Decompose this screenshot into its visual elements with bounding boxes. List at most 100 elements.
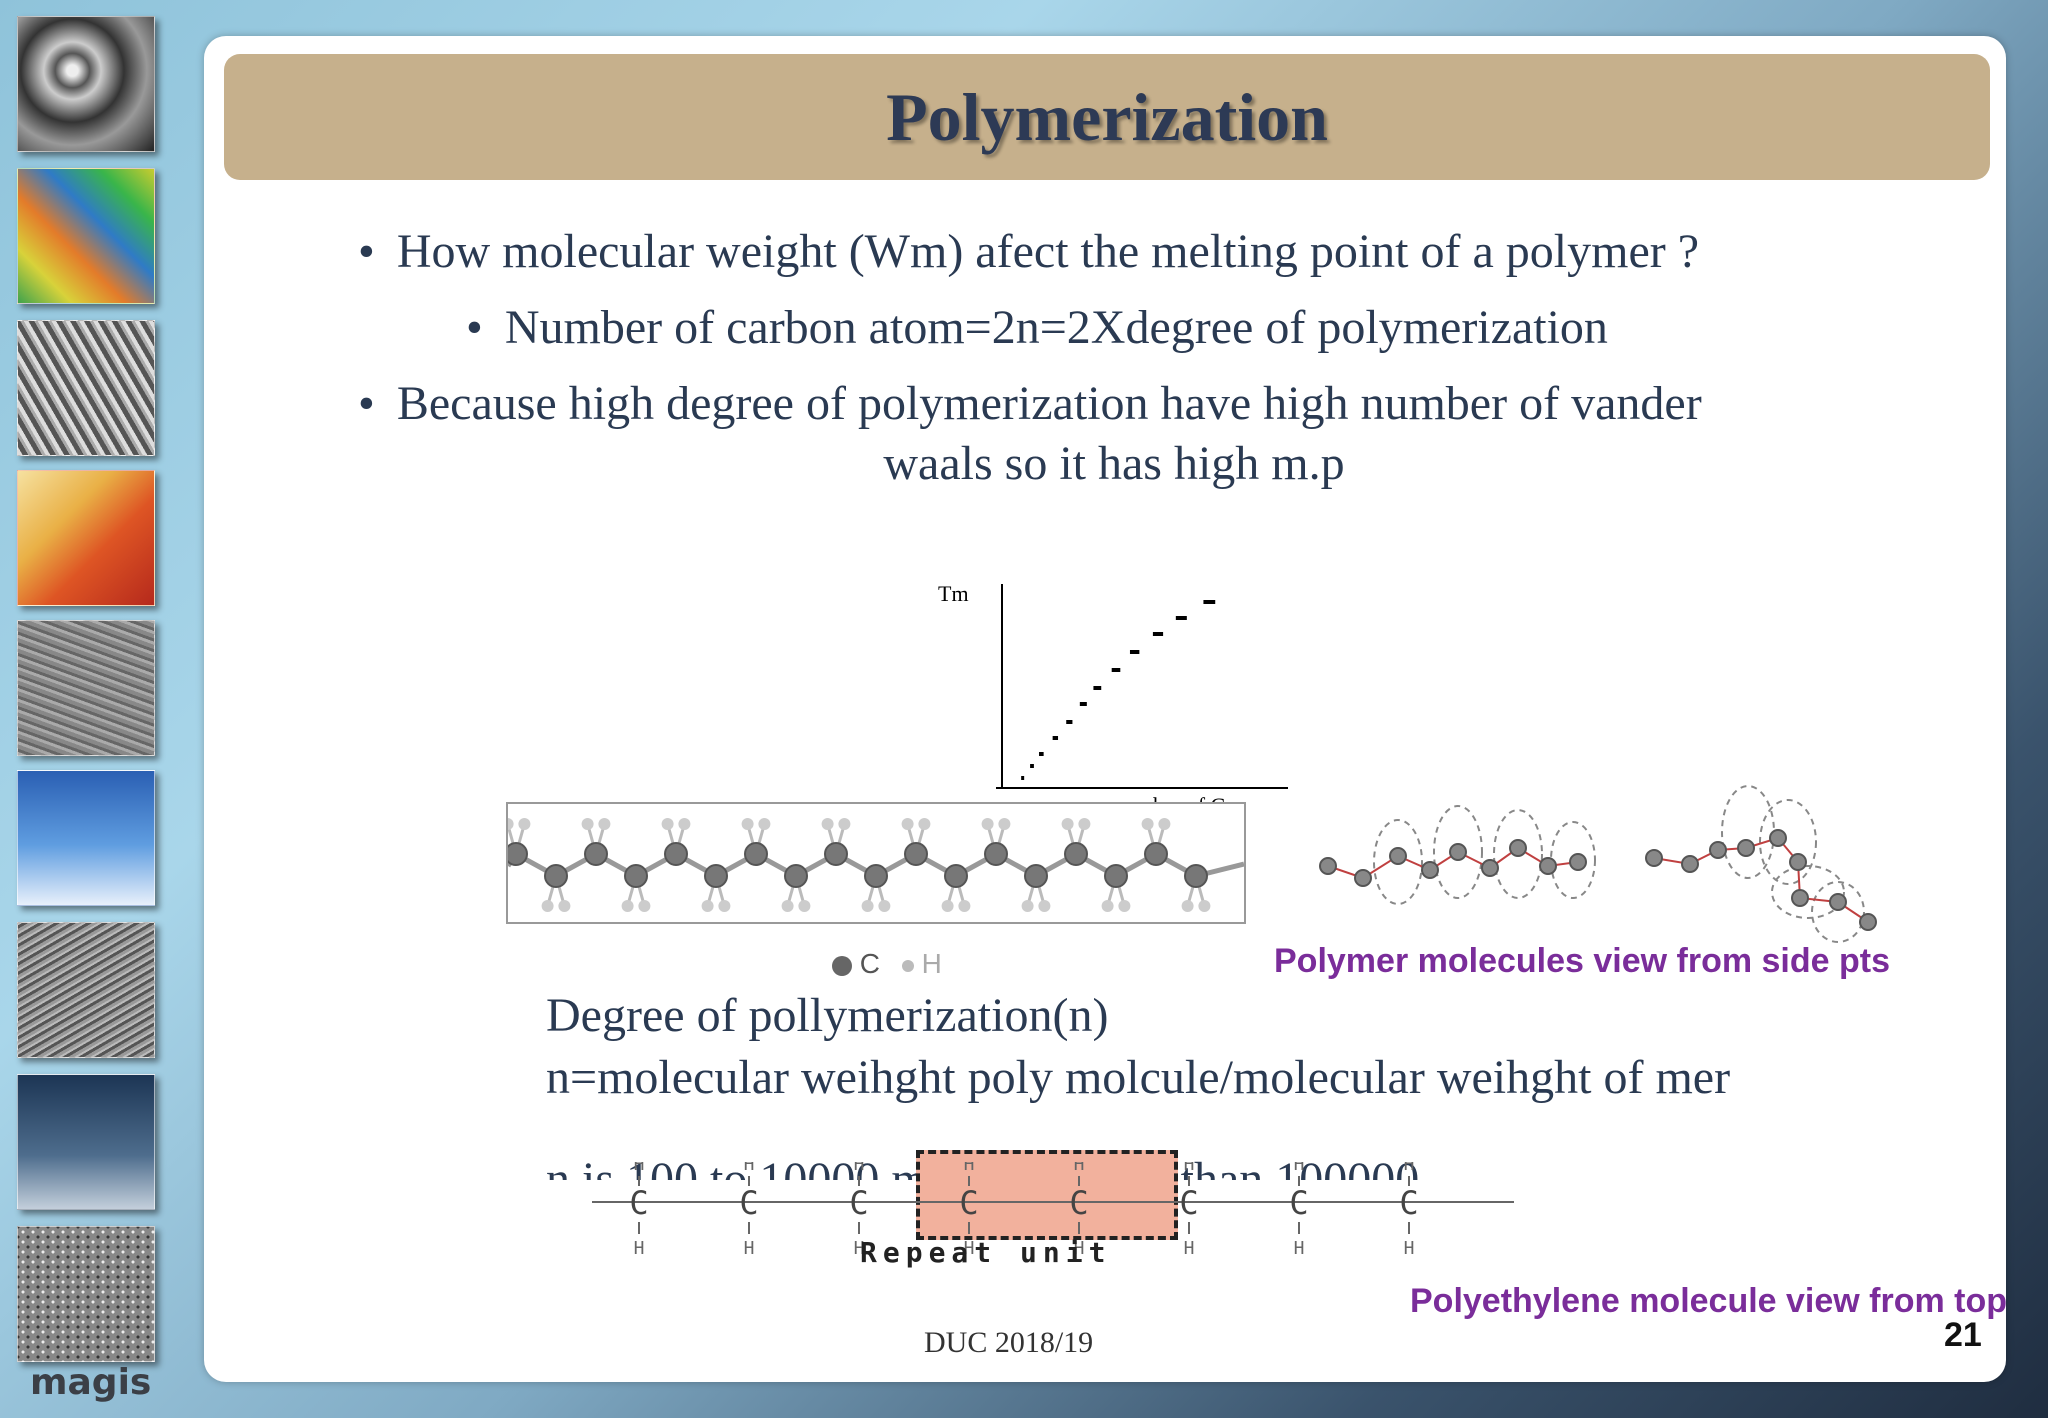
fibers-image — [17, 320, 155, 456]
surface-image — [17, 922, 155, 1058]
hydrogen-atom — [1078, 818, 1091, 830]
hydrogen-symbol: H — [744, 1162, 755, 1175]
repeat-unit-box — [916, 1150, 1178, 1240]
hydrogen-atom — [901, 818, 914, 830]
hydrogen-atom — [798, 900, 811, 912]
carbon-atom — [664, 842, 688, 866]
hydrogen-symbol: H — [1404, 1238, 1415, 1259]
hydrogen-symbol: H — [634, 1238, 645, 1259]
hydrogen-legend-icon — [901, 959, 914, 972]
hydrogen-atom — [1061, 818, 1074, 830]
scatter-points — [1021, 600, 1216, 780]
helix-view-1 — [1319, 805, 1596, 905]
hydrogen-symbol: H — [744, 1238, 755, 1259]
hydrogen-symbol: H — [964, 1162, 975, 1175]
carbon-atom — [744, 842, 768, 866]
scatter-point — [1111, 668, 1121, 672]
carbon-atom — [1144, 842, 1168, 866]
hydrogen-symbol: H — [1074, 1238, 1085, 1259]
carbon-atom — [624, 864, 648, 888]
carbon-symbol: C — [739, 1184, 758, 1222]
hydrogen-atom — [718, 900, 731, 912]
scatter-point — [1203, 600, 1216, 604]
magis-logo: magis — [30, 1362, 152, 1403]
scatter-point — [1039, 752, 1044, 756]
hydrogen-atom — [1141, 818, 1154, 830]
hydrogen-symbol: H — [1404, 1162, 1415, 1175]
bullet-3-text: Because high degree of polymerization ha… — [396, 377, 1702, 430]
slide: Polymerization • How molecular weight (Wm… — [204, 36, 2008, 1382]
carbon-legend-label: C — [859, 948, 881, 979]
airplane-image — [17, 770, 155, 906]
atom-legend: C H — [832, 948, 942, 980]
hydrogen-atom — [878, 900, 891, 912]
hydrogen-atom — [1118, 900, 1131, 912]
helix-view-2 — [1645, 785, 1877, 943]
carbon-atom — [784, 864, 808, 888]
carbon-atom — [904, 842, 928, 866]
hydrogen-symbol: H — [1074, 1162, 1085, 1175]
scatter-point — [1021, 776, 1025, 780]
carbon-symbol: C — [959, 1184, 978, 1222]
hydrogen-atom — [998, 818, 1011, 830]
carbon-atom — [1104, 864, 1128, 888]
title-bar: Polymerization — [224, 54, 1990, 180]
hydrogen-atom — [1158, 818, 1171, 830]
slide-title: Polymerization — [886, 79, 1328, 155]
carbon-atom — [544, 864, 568, 888]
hydrogen-atom — [1198, 900, 1211, 912]
hydrogen-atom — [621, 900, 634, 912]
hydrogen-atom — [741, 818, 754, 830]
hydrogen-atom — [581, 818, 594, 830]
scatter-point — [1093, 686, 1102, 690]
y-axis-label: Tm — [938, 581, 969, 606]
hydrogen-atom — [941, 900, 954, 912]
hydrogen-legend-label: H — [921, 948, 942, 979]
hydrogen-atom — [598, 818, 611, 830]
carbon-atom — [864, 864, 888, 888]
hydrogen-atom — [1181, 900, 1194, 912]
wind-turbine-image — [17, 1074, 155, 1210]
scatter-point — [1079, 702, 1087, 706]
scatter-point — [1152, 632, 1164, 636]
hydrogen-symbol: H — [964, 1238, 975, 1259]
carbon-atom — [944, 864, 968, 888]
carbon-symbol: C — [1289, 1184, 1308, 1222]
carbon-symbol: C — [1069, 1184, 1088, 1222]
hydrogen-atom — [1038, 900, 1051, 912]
hydrogen-symbol: H — [1184, 1162, 1195, 1175]
simulation-block-image — [17, 168, 155, 304]
carbon-atom — [984, 842, 1008, 866]
hydrogen-atom — [918, 818, 931, 830]
bullet-1: • How molecular weight (Wm) afect the mel… — [358, 225, 1700, 278]
hydrogen-symbol: H — [854, 1162, 865, 1175]
carbon-symbol: C — [629, 1184, 648, 1222]
hydrogen-symbol: H — [854, 1238, 865, 1259]
side-view-caption: Polymer molecules view from side pts — [1274, 942, 1891, 980]
hydrogen-symbol: H — [634, 1162, 645, 1175]
scatter-point — [1175, 616, 1187, 620]
heat-cube-image — [17, 470, 155, 606]
carbon-symbol: C — [1399, 1184, 1418, 1222]
hydrogen-symbol: H — [1294, 1162, 1305, 1175]
hydrogen-symbol: H — [1184, 1238, 1195, 1259]
hydrogen-atom — [678, 818, 691, 830]
bullet-2: • Number of carbon atom=2n=2Xdegree of po… — [466, 301, 1608, 354]
hydrogen-atom — [541, 900, 554, 912]
body-line-1: Degree of pollymerization(n) — [546, 989, 1109, 1042]
bullet-1-text: How molecular weight (Wm) afect the melt… — [396, 225, 1700, 278]
page-number: 21 — [1944, 1316, 1982, 1354]
footer: DUC 2018/19 — [924, 1326, 1094, 1359]
hydrogen-atom — [781, 900, 794, 912]
hydrogen-atom — [518, 818, 531, 830]
hydrogen-atom — [1021, 900, 1034, 912]
carbon-atom — [704, 864, 728, 888]
hydrogen-atom — [661, 818, 674, 830]
bullet-3-continuation: waals so it has high m.p — [883, 437, 1345, 490]
top-view-caption: Polyethylene molecule view from top — [1410, 1282, 2008, 1320]
hydrogen-atom — [958, 900, 971, 912]
turbine-image — [17, 16, 155, 152]
carbon-atom — [1184, 864, 1208, 888]
hydrogen-atom — [558, 900, 571, 912]
